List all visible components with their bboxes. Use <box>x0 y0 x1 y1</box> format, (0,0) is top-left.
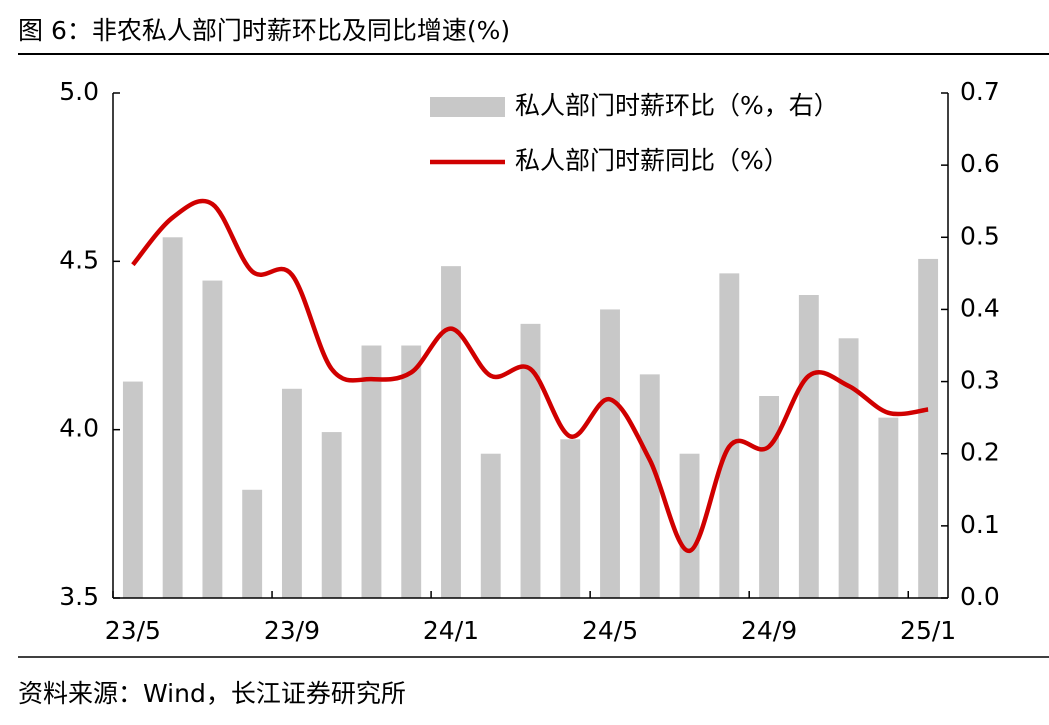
x-tick-label: 24/1 <box>423 616 479 645</box>
bar <box>321 432 342 598</box>
bar <box>838 338 859 598</box>
bar <box>719 273 740 598</box>
bar <box>162 237 183 599</box>
y2-tick-label: 0.0 <box>960 582 1000 611</box>
y-tick-label: 3.5 <box>59 582 99 611</box>
bar <box>878 417 899 598</box>
x-tick-label: 24/5 <box>582 616 638 645</box>
y-tick-label: 4.5 <box>59 245 99 274</box>
bar <box>242 489 263 598</box>
bar <box>441 266 461 598</box>
line-series <box>131 198 929 554</box>
bar <box>798 295 819 598</box>
x-tick-label: 23/9 <box>264 616 320 645</box>
legend-label: 私人部门时薪同比（%） <box>515 146 789 175</box>
source: 资料来源：Wind，长江证券研究所 <box>18 679 406 708</box>
legend-label: 私人部门时薪环比（%，右） <box>515 91 839 120</box>
y2-tick-label: 0.5 <box>960 221 1000 250</box>
y2-tick-label: 0.2 <box>960 438 1000 467</box>
bar <box>600 309 620 598</box>
y2-tick-label: 0.1 <box>960 510 1000 539</box>
bar <box>480 453 501 598</box>
x-tick-label: 23/5 <box>105 616 161 645</box>
bar <box>759 396 780 598</box>
bar <box>679 453 700 598</box>
bar <box>639 374 660 598</box>
y-tick-label: 4.0 <box>59 414 99 443</box>
x-tick-label: 25/1 <box>900 616 956 645</box>
chart-title: 图 6：非农私人部门时薪环比及同比增速(%) <box>18 16 510 45</box>
bar <box>361 345 382 598</box>
x-tick-label: 24/9 <box>741 616 797 645</box>
bar <box>281 388 302 598</box>
y2-tick-label: 0.4 <box>960 293 1000 322</box>
y2-tick-label: 0.7 <box>960 77 1000 106</box>
legend-swatch <box>430 97 505 117</box>
bar <box>560 439 581 598</box>
y2-tick-label: 0.3 <box>960 366 1000 395</box>
bar <box>202 280 223 598</box>
y2-tick-label: 0.6 <box>960 149 1000 178</box>
bar <box>401 345 422 598</box>
bar <box>520 323 541 598</box>
bar <box>122 381 143 598</box>
y-tick-label: 5.0 <box>59 77 99 106</box>
bar <box>918 258 939 598</box>
